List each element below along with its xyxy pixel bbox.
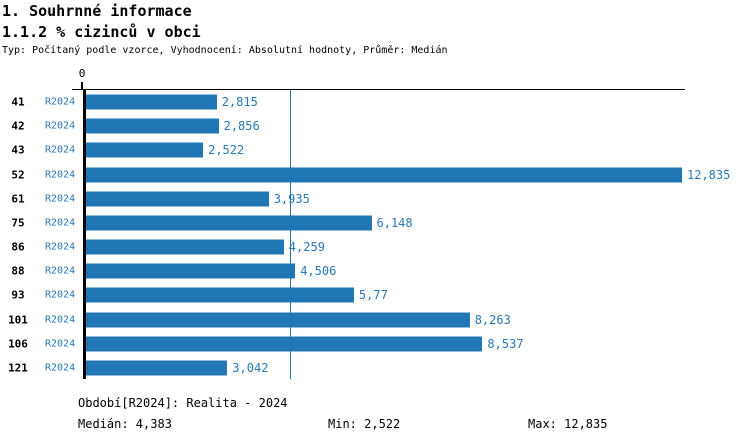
bar-value-label: 2,856	[223, 119, 260, 134]
chart-subtitle: Typ: Počítaný podle vzorce, Vyhodnocení:…	[2, 45, 448, 56]
median-stat: Medián: 4,383	[78, 417, 172, 431]
row-category-label: 86	[11, 240, 25, 254]
row-period-label: R2024	[45, 265, 76, 277]
row-period-label: R2024	[45, 217, 76, 229]
value-bar	[86, 312, 470, 328]
bar-value-label: 2,522	[208, 143, 245, 158]
row-category-label: 61	[11, 192, 25, 206]
row-category-label: 121	[8, 361, 28, 375]
row-category-label: 52	[11, 168, 25, 182]
row-period-label: R2024	[45, 289, 76, 301]
chart-row: 93 R2024 5,77	[0, 283, 750, 307]
value-bar	[86, 215, 372, 231]
chart-row: 86 R2024 4,259	[0, 235, 750, 259]
row-category-label: 43	[11, 143, 25, 157]
bar-value-label: 6,148	[376, 215, 413, 230]
value-bar	[86, 167, 682, 183]
x-axis-line	[72, 89, 685, 90]
bar-value-label: 8,537	[487, 336, 524, 351]
row-period-label: R2024	[45, 96, 76, 108]
chart-row: 61 R2024 3,935	[0, 187, 750, 211]
bar-value-label: 4,506	[300, 264, 337, 279]
value-bar	[86, 263, 296, 279]
value-bar	[86, 360, 228, 376]
row-period-label: R2024	[45, 338, 76, 350]
row-period-label: R2024	[45, 362, 76, 374]
row-category-label: 106	[8, 337, 28, 351]
chart-row: 106 R2024 8,537	[0, 332, 750, 356]
row-period-label: R2024	[45, 144, 76, 156]
chart-row: 101 R2024 8,263	[0, 308, 750, 332]
chart-row: 43 R2024 2,522	[0, 138, 750, 162]
value-bar	[86, 94, 217, 110]
row-category-label: 75	[11, 216, 25, 230]
value-bar	[86, 287, 354, 303]
row-category-label: 93	[11, 288, 25, 302]
chart-title: 1.1.2 % cizinců v obci	[2, 23, 201, 41]
value-bar	[86, 142, 204, 158]
row-category-label: 101	[8, 313, 28, 327]
row-period-label: R2024	[45, 193, 76, 205]
row-period-label: R2024	[45, 314, 76, 326]
chart-row: 88 R2024 4,506	[0, 259, 750, 283]
bar-value-label: 8,263	[474, 312, 511, 327]
max-stat: Max: 12,835	[528, 417, 608, 431]
value-bar	[86, 118, 219, 134]
row-category-label: 88	[11, 264, 25, 278]
bar-value-label: 4,259	[288, 240, 325, 255]
row-period-label: R2024	[45, 120, 76, 132]
bar-value-label: 2,815	[221, 95, 258, 110]
bar-value-label: 3,935	[273, 191, 310, 206]
min-stat: Min: 2,522	[328, 417, 401, 431]
bar-value-label: 12,835	[687, 167, 731, 182]
chart-row: 121 R2024 3,042	[0, 356, 750, 380]
x-axis-zero-label: 0	[78, 67, 86, 80]
value-bar	[86, 336, 483, 352]
row-category-label: 42	[11, 119, 25, 133]
period-note: Období[R2024]: Realita - 2024	[78, 396, 288, 410]
chart-row: 41 R2024 2,815	[0, 90, 750, 114]
chart-row: 42 R2024 2,856	[0, 114, 750, 138]
chart-row: 75 R2024 6,148	[0, 211, 750, 235]
bar-value-label: 5,77	[358, 288, 388, 303]
row-period-label: R2024	[45, 169, 76, 181]
row-category-label: 41	[11, 95, 25, 109]
report-section-title: 1. Souhrnné informace	[2, 2, 192, 20]
row-period-label: R2024	[45, 241, 76, 253]
chart-rows: 41 R2024 2,815 42 R2024 2,856 43 R2024 2,522 52 R2…	[0, 90, 750, 380]
bar-value-label: 3,042	[232, 360, 269, 375]
median-reference-line	[290, 90, 291, 379]
y-axis-line	[83, 89, 86, 379]
chart-row: 52 R2024 12,835	[0, 163, 750, 187]
value-bar	[86, 191, 269, 207]
value-bar	[86, 239, 284, 255]
x-axis-zero-tick	[81, 82, 83, 89]
